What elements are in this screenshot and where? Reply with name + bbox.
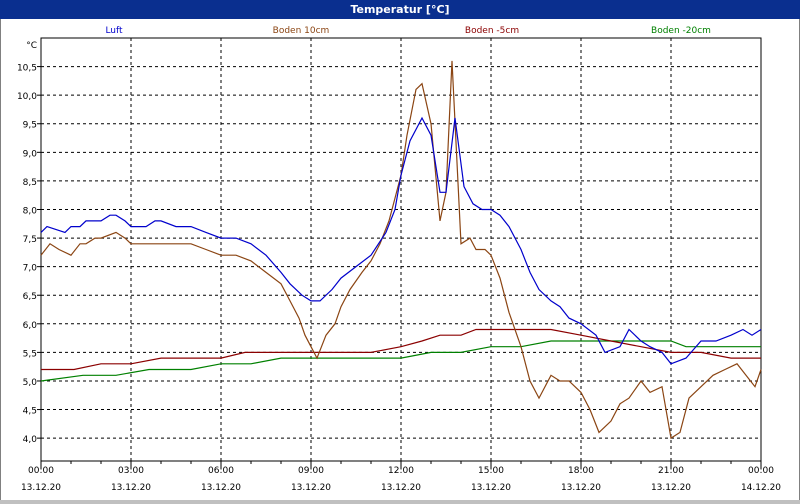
y-tick-label: 4,0 [23,435,38,445]
series-line-4 [40,340,761,382]
x-tick-time-label: 18:00 [568,466,594,476]
legend-entry: Luft [105,26,123,36]
y-tick-label: 8,0 [23,206,38,216]
y-tick-label: 7,0 [23,264,38,274]
y-tick-label: 6,0 [23,321,38,331]
x-tick-time-label: 06:00 [208,466,234,476]
series-line-2 [40,60,762,440]
chart-area: 4,0 4,5 5,0 5,5 6,0 6,5 7,0 7,5 8,0 8,5 9,0 9,5 10,0… [0,19,800,500]
y-tick-label: 6,5 [23,292,37,302]
y-tick-label: 9,0 [23,149,38,159]
series-line-1 [40,116,762,365]
x-tick-date-label: 13.12.20 [471,483,511,493]
temperature-chart: 4,0 4,5 5,0 5,5 6,0 6,5 7,0 7,5 8,0 8,5 9,0 9,5 10,0… [17,26,781,493]
y-tick-label: 7,5 [23,235,37,245]
y-tick-label: 5,0 [23,378,38,388]
x-tick-date-label: 13.12.20 [201,483,241,493]
x-tick-date-label: 13.12.20 [291,483,331,493]
x-tick-time-label: 09:00 [298,466,324,476]
legend-entry: Boden -20cm [651,26,711,36]
x-tick-time-label: 21:00 [658,466,684,476]
y-tick-label: 5,5 [23,349,37,359]
x-tick-time-label: 00:00 [748,466,774,476]
x-tick-time-label: 15:00 [478,466,504,476]
y-tick-label: 4,5 [23,407,37,417]
x-tick-time-label: 00:00 [28,466,54,476]
y-tick-label: 8,5 [23,178,37,188]
y-tick-label: 9,5 [23,121,37,131]
legend-entry: Boden 10cm [273,26,330,36]
legend-entry: Boden -5cm [465,26,519,36]
x-tick-date-label: 13.12.20 [21,483,61,493]
y-axis-unit-label: °C [26,41,37,51]
y-tick-label: 10,5 [17,64,37,74]
x-tick-date-label: 13.12.20 [111,483,151,493]
x-tick-time-label: 12:00 [388,466,414,476]
series-line-3 [41,328,761,371]
x-tick-date-label: 13.12.20 [651,483,691,493]
x-tick-date-label: 13.12.20 [561,483,601,493]
chart-title: Temperatur [°C] [0,0,800,19]
y-tick-label: 10,0 [17,92,37,102]
x-tick-date-label: 14.12.20 [741,483,781,493]
x-tick-date-label: 13.12.20 [381,483,421,493]
x-tick-time-label: 03:00 [118,466,144,476]
